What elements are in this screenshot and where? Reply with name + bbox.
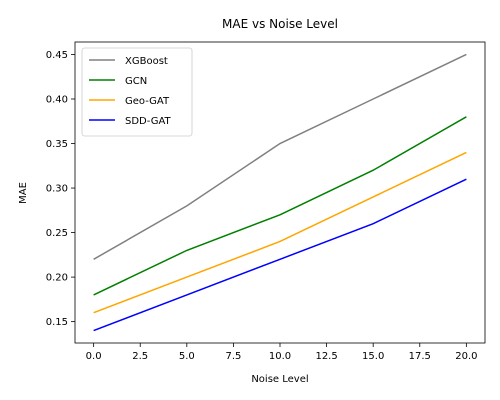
series-line-geo-gat xyxy=(93,151,467,314)
x-tick-label: 5.0 xyxy=(179,351,195,362)
legend-box xyxy=(81,47,193,137)
series-line-xgboost xyxy=(93,53,467,260)
y-tick-label: 0.35 xyxy=(46,139,68,150)
x-tick-label: 10.0 xyxy=(269,351,291,362)
series-line-gcn xyxy=(93,116,467,296)
x-tick-label: 2.5 xyxy=(132,351,148,362)
chart-title: MAE vs Noise Level xyxy=(222,17,338,31)
legend-label-geo-gat: Geo-GAT xyxy=(125,96,170,107)
plot-lines xyxy=(93,53,467,332)
y-tick-label: 0.15 xyxy=(46,317,68,328)
y-tick-label: 0.20 xyxy=(46,273,68,284)
x-tick-label: 0.0 xyxy=(86,351,102,362)
y-tick-label: 0.40 xyxy=(46,94,68,105)
x-tick-label: 17.5 xyxy=(409,351,431,362)
x-tick-label: 20.0 xyxy=(455,351,477,362)
x-tick-label: 15.0 xyxy=(362,351,384,362)
x-axis-label: Noise Level xyxy=(251,374,308,385)
legend-label-xgboost: XGBoost xyxy=(125,56,168,67)
x-tick-label: 12.5 xyxy=(315,351,337,362)
y-axis-label: MAE xyxy=(18,182,29,204)
legend: XGBoost GCN Geo-GAT SDD-GAT xyxy=(81,47,193,137)
y-axis-ticks: 0.15 0.20 0.25 0.30 0.35 0.40 0.45 xyxy=(46,50,75,328)
y-tick-label: 0.30 xyxy=(46,184,68,195)
y-tick-label: 0.45 xyxy=(46,50,68,61)
y-tick-label: 0.25 xyxy=(46,228,68,239)
series-line-sdd-gat xyxy=(93,178,467,332)
legend-label-sdd-gat: SDD-GAT xyxy=(125,116,172,127)
legend-label-gcn: GCN xyxy=(125,76,147,87)
x-axis-ticks: 0.0 2.5 5.0 7.5 10.0 12.5 15.0 17.5 20.0 xyxy=(86,343,477,362)
x-tick-label: 7.5 xyxy=(225,351,241,362)
